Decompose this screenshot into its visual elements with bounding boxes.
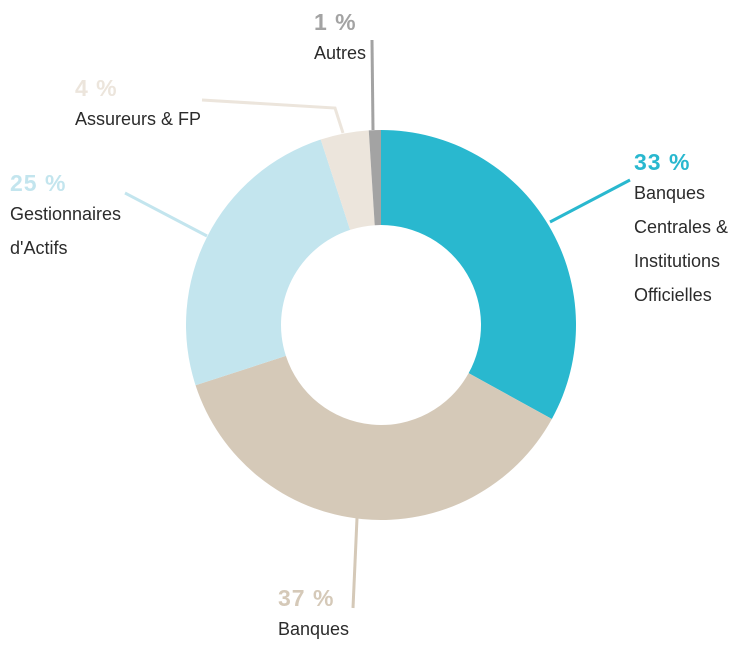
value-label: 4 % [75, 75, 118, 101]
donut-slice [185, 139, 351, 386]
category-label: Banques Centrales & Institutions Officie… [634, 183, 729, 305]
category-label: Gestionnaires d'Actifs [10, 204, 122, 258]
leader-line [351, 517, 359, 609]
category-label: Banques [278, 619, 350, 639]
slice-label: 4 % Assureurs & FP [75, 74, 235, 136]
leader-line [549, 178, 631, 224]
slice-label: 37 % Banques [278, 584, 398, 645]
donut-slice [320, 130, 375, 230]
leader-line [124, 191, 208, 238]
value-label: 37 % [278, 585, 335, 611]
donut-slice [381, 130, 576, 419]
value-label: 33 % [634, 149, 691, 175]
leader-line [370, 39, 375, 131]
slice-label: 33 % Banques Centrales & Institutions Off… [634, 148, 739, 312]
slice-label: 1 % Autres [314, 8, 394, 70]
slice-label: 25 % Gestionnaires d'Actifs [10, 169, 130, 265]
value-label: 25 % [10, 170, 67, 196]
donut-slice [368, 130, 381, 226]
value-label: 1 % [314, 9, 357, 35]
category-label: Assureurs & FP [75, 109, 202, 129]
donut-slice [195, 355, 552, 521]
category-label: Autres [314, 43, 367, 63]
leader-line [201, 98, 345, 134]
